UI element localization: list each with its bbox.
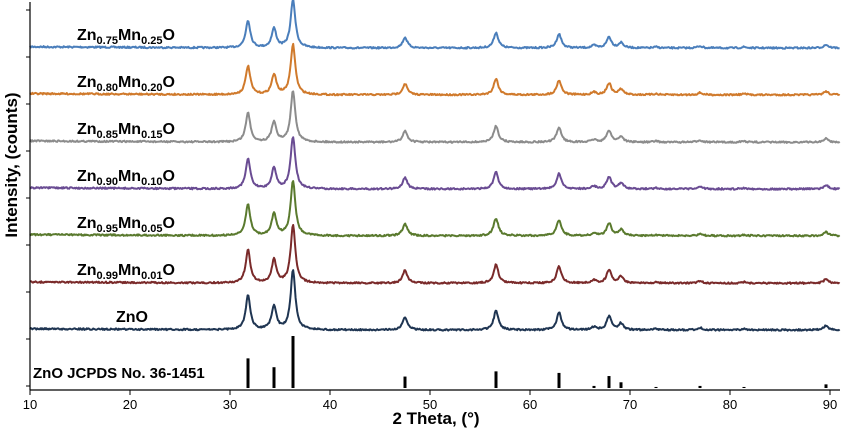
- x-tick-label: 10: [23, 397, 37, 412]
- x-tick-label: 90: [823, 397, 837, 412]
- x-tick-label: 80: [723, 397, 737, 412]
- series-label: Zn0.90Mn0.10O: [77, 168, 175, 188]
- series-label: Zn0.85Mn0.15O: [77, 121, 175, 141]
- x-tick-label: 20: [123, 397, 137, 412]
- series-line: [29, 136, 841, 191]
- series-line: [29, 224, 841, 285]
- plot-traces: [29, 0, 841, 332]
- series-label: Zn0.80Mn0.20O: [77, 74, 175, 94]
- axes: [29, 2, 840, 391]
- series-label: Zn0.95Mn0.05O: [77, 215, 175, 235]
- series-line: [29, 269, 841, 332]
- x-tick-label: 70: [623, 397, 637, 412]
- series-label: Zn0.75Mn0.25O: [77, 27, 175, 47]
- y-axis-title: Intensity, (counts): [2, 92, 21, 237]
- series-line: [29, 90, 841, 144]
- series-label: ZnO: [116, 309, 148, 326]
- x-tick-label: 60: [523, 397, 537, 412]
- x-tick-label: 40: [323, 397, 337, 412]
- series-labels: Zn0.75Mn0.25O Zn0.80Mn0.20O Zn0.85Mn0.15O Z…: [77, 27, 175, 326]
- y-ticks: [26, 9, 30, 387]
- series-line: [29, 42, 841, 97]
- x-ticks: 10 20 30 40 50 60 70 80 90: [23, 390, 837, 412]
- series-line: [29, 0, 840, 50]
- series-line: [29, 180, 841, 238]
- x-tick-label: 30: [223, 397, 237, 412]
- reference-lines: [246, 336, 828, 388]
- series-label: Zn0.99Mn0.01O: [77, 262, 175, 282]
- x-axis-title: 2 Theta, (°): [392, 409, 479, 428]
- x-tick-label: 50: [423, 397, 437, 412]
- reference-label: ZnO JCPDS No. 36-1451: [33, 365, 205, 382]
